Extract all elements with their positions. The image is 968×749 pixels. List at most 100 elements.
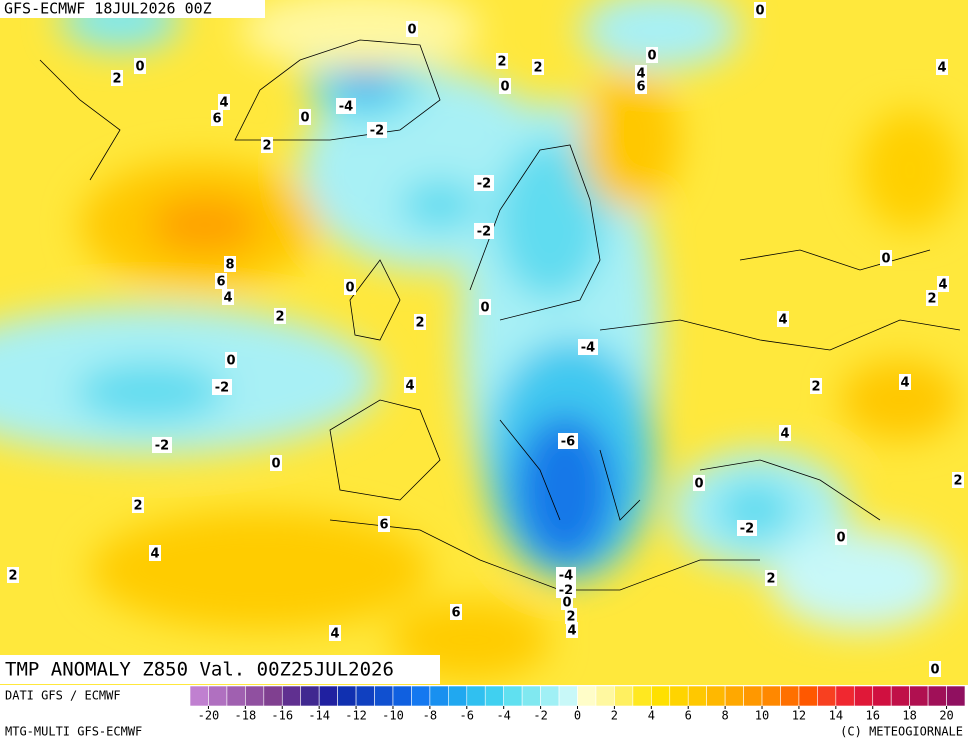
contour-label-bg: [936, 59, 948, 75]
colorbar-tick-label: 6: [685, 709, 692, 723]
colorbar-tick-label: 18: [902, 709, 916, 723]
contour-label-bg: [779, 425, 791, 441]
colorbar-cell: [355, 685, 375, 707]
colorbar-cell: [872, 685, 892, 707]
contour-label-bg: [218, 94, 230, 110]
contour-label-bg: [215, 273, 227, 289]
contour-label: 2: [415, 316, 424, 331]
colorbar-cell: [946, 685, 966, 707]
colorbar-cell: [632, 685, 652, 707]
contour-label-bg: [270, 455, 282, 471]
contour-label-bg: [378, 516, 390, 532]
header-box: [0, 0, 265, 18]
contour-label: 2: [927, 292, 936, 307]
colorbar-cell: [614, 685, 634, 707]
colorbar-tick-label: -20: [198, 709, 220, 723]
colorbar-cell: [817, 685, 837, 707]
colorbar-cell: [724, 685, 744, 707]
coastlines: [39, 39, 961, 591]
contour-label-bg: [578, 339, 598, 355]
contour-label: -2: [477, 225, 491, 240]
contour-label-bg: [211, 110, 223, 126]
contour-label: 2: [8, 569, 17, 584]
contour-label-bg: [532, 59, 544, 75]
colorbar-cell: [540, 685, 560, 707]
colorbar-cell: [927, 685, 947, 707]
colorbar-tick-label: -12: [345, 709, 367, 723]
colorbar-cell: [890, 685, 910, 707]
footer-copyright: (C) METEOGIORNALE: [840, 725, 963, 739]
footer-source: DATI GFS / ECMWF: [5, 689, 121, 703]
contour-label: -2: [370, 124, 384, 139]
contour-label: -2: [155, 439, 169, 454]
contour-label-bg: [810, 378, 822, 394]
contour-label: 4: [150, 547, 159, 562]
contour-label-bg: [132, 497, 144, 513]
contour-label-bg: [479, 299, 491, 315]
contour-label-bg: [558, 433, 578, 449]
colorbar-tick-label: 14: [829, 709, 843, 723]
colorbar-tick-label: -8: [423, 709, 437, 723]
colorbar-cell: [448, 685, 468, 707]
contour-label-bg: [737, 520, 757, 536]
colorbar-cell: [263, 685, 283, 707]
contour-label-bg: [635, 65, 647, 81]
map-title: TMP ANOMALY Z850 Val. 00Z25JUL2026: [5, 659, 394, 681]
colorbar-cell: [835, 685, 855, 707]
anomaly-field: [0, 0, 968, 685]
contour-label: 4: [405, 379, 414, 394]
contour-label: 0: [500, 80, 509, 95]
contour-label: 4: [330, 627, 339, 642]
map-title-box: [0, 655, 440, 684]
contour-label-bg: [329, 625, 341, 641]
contour-label: 6: [212, 112, 221, 127]
contour-label-bg: [754, 2, 766, 18]
colorbar-cell: [853, 685, 874, 707]
colorbar-cell: [743, 685, 763, 707]
contour-label: -4: [339, 100, 353, 115]
contour-label: 0: [300, 111, 309, 126]
contour-label: 2: [566, 610, 575, 625]
contour-label: 0: [881, 252, 890, 267]
contour-label-bg: [406, 21, 418, 37]
colorbar-tick-label: -18: [235, 709, 257, 723]
colorbar-cell: [466, 685, 486, 707]
contour-label: -4: [559, 569, 573, 584]
contour-label: 0: [647, 49, 656, 64]
colorbar-cell: [669, 685, 689, 707]
contour-label-bg: [566, 622, 578, 638]
contour-label-bg: [765, 570, 777, 586]
contour-label-bg: [929, 661, 941, 677]
colorbar-cell: [318, 685, 338, 707]
contour-label-bg: [222, 289, 234, 305]
contour-label: 0: [755, 4, 764, 19]
colorbar-cell: [780, 685, 800, 707]
contour-label: 0: [562, 596, 571, 611]
contour-label: 4: [223, 291, 232, 306]
colorbar-cell: [761, 685, 781, 707]
colorbar-cell: [337, 685, 357, 707]
header-title: GFS-ECMWF 18JUL2026 00Z: [4, 0, 212, 18]
contour-label-bg: [926, 290, 938, 306]
contour-label-bg: [152, 437, 172, 453]
contour-label-bg: [474, 223, 494, 239]
colorbar-tick-label: -6: [460, 709, 474, 723]
contour-label: 0: [930, 663, 939, 678]
contour-label-bg: [261, 137, 273, 153]
contour-label: -4: [581, 341, 595, 356]
contour-label-bg: [224, 256, 236, 272]
colorbar-tick-label: -2: [533, 709, 547, 723]
contour-label: 2: [497, 55, 506, 70]
contour-label-bg: [937, 276, 949, 292]
contour-label-bg: [336, 98, 356, 114]
contour-label-bg: [565, 608, 577, 624]
footer-model: MTG-MULTI GFS-ECMWF: [5, 725, 142, 739]
contour-label: 4: [636, 67, 645, 82]
contour-label-bg: [212, 379, 232, 395]
contour-label: 2: [533, 61, 542, 76]
colorbar-tick-label: -4: [496, 709, 510, 723]
contour-label-bg: [499, 78, 511, 94]
contour-label: 0: [345, 281, 354, 296]
colorbar-cell: [429, 685, 449, 707]
